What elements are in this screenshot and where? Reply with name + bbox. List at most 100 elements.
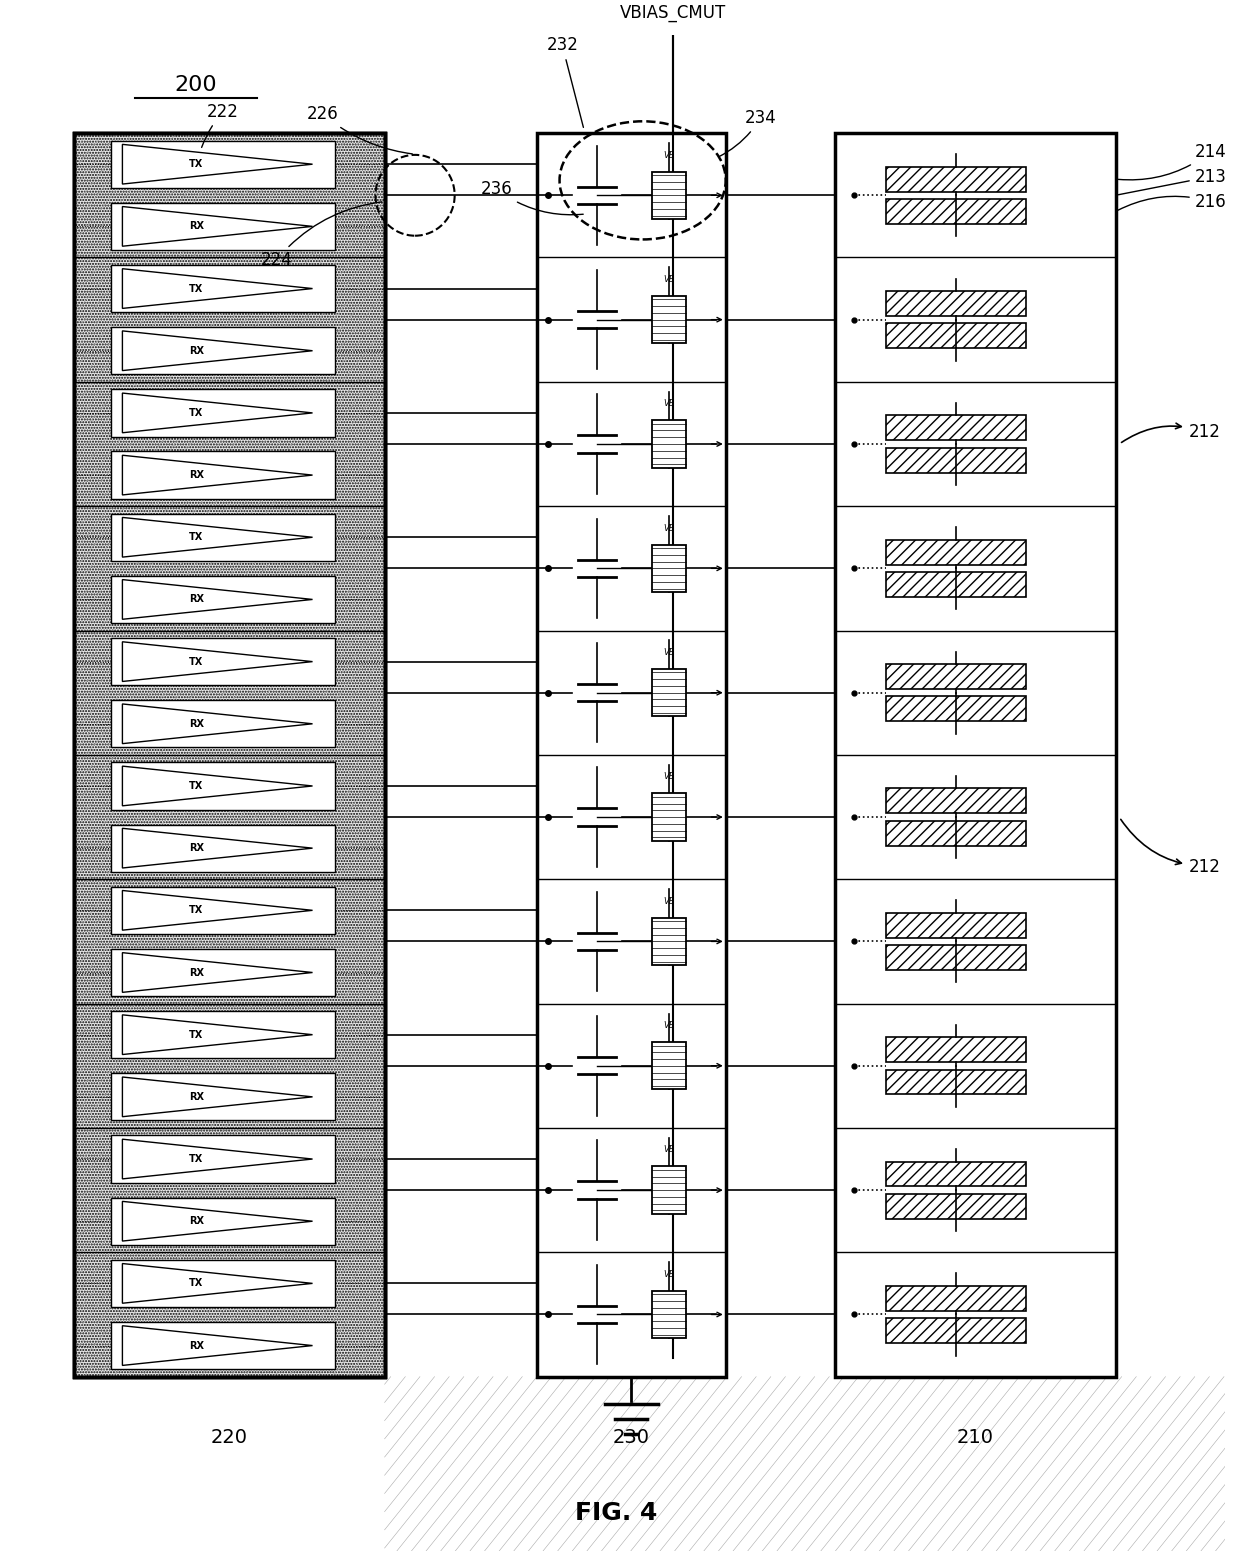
Bar bbox=[112, 140, 335, 189]
Text: 222: 222 bbox=[202, 103, 239, 148]
Text: RX: RX bbox=[188, 1092, 203, 1102]
Bar bbox=[74, 132, 384, 1377]
Bar bbox=[885, 1193, 1025, 1218]
Bar bbox=[885, 199, 1025, 224]
Text: 212: 212 bbox=[1121, 422, 1220, 442]
Text: RX: RX bbox=[188, 471, 203, 480]
Polygon shape bbox=[123, 829, 312, 868]
Bar bbox=[112, 700, 335, 748]
Text: RX: RX bbox=[188, 346, 203, 355]
Bar bbox=[885, 821, 1025, 846]
Text: TX: TX bbox=[188, 656, 203, 667]
Bar bbox=[652, 171, 686, 220]
Text: 224: 224 bbox=[260, 203, 382, 270]
Text: 226: 226 bbox=[308, 106, 413, 154]
Text: RX: RX bbox=[188, 1217, 203, 1226]
Bar bbox=[112, 762, 335, 810]
Text: RX: RX bbox=[188, 843, 203, 854]
Text: VB: VB bbox=[663, 274, 675, 284]
Bar bbox=[885, 1069, 1025, 1094]
Polygon shape bbox=[123, 455, 312, 495]
Text: 200: 200 bbox=[175, 75, 217, 95]
Bar bbox=[74, 132, 384, 1377]
Polygon shape bbox=[123, 952, 312, 992]
Bar bbox=[885, 696, 1025, 721]
Bar bbox=[112, 514, 335, 561]
Bar bbox=[112, 1073, 335, 1120]
Text: VB: VB bbox=[663, 151, 675, 159]
Text: TX: TX bbox=[188, 284, 203, 293]
Text: TX: TX bbox=[188, 1030, 203, 1039]
Bar bbox=[652, 793, 686, 841]
Bar bbox=[112, 327, 335, 374]
Text: VB: VB bbox=[663, 897, 675, 905]
Bar bbox=[112, 949, 335, 996]
Polygon shape bbox=[123, 704, 312, 743]
Bar bbox=[112, 637, 335, 686]
Polygon shape bbox=[123, 891, 312, 930]
Bar bbox=[885, 416, 1025, 441]
Polygon shape bbox=[123, 1264, 312, 1302]
Polygon shape bbox=[123, 268, 312, 308]
Bar bbox=[74, 132, 384, 1377]
Bar bbox=[652, 918, 686, 964]
Bar bbox=[112, 1198, 335, 1245]
Bar bbox=[885, 946, 1025, 971]
Polygon shape bbox=[123, 767, 312, 805]
Bar bbox=[652, 668, 686, 717]
Polygon shape bbox=[123, 330, 312, 371]
Text: 232: 232 bbox=[547, 36, 583, 128]
Bar bbox=[652, 545, 686, 592]
Bar bbox=[652, 1292, 686, 1338]
Text: 234: 234 bbox=[719, 109, 776, 157]
Bar bbox=[885, 913, 1025, 938]
Text: VBIAS_CMUT: VBIAS_CMUT bbox=[620, 5, 725, 22]
Text: TX: TX bbox=[188, 159, 203, 170]
Text: TX: TX bbox=[188, 408, 203, 418]
Polygon shape bbox=[123, 580, 312, 619]
Bar bbox=[112, 576, 335, 623]
Bar bbox=[112, 452, 335, 499]
Bar bbox=[112, 203, 335, 249]
Bar bbox=[652, 296, 686, 343]
Polygon shape bbox=[123, 1139, 312, 1179]
Text: TX: TX bbox=[188, 781, 203, 791]
Text: 236: 236 bbox=[481, 181, 583, 215]
Text: 214: 214 bbox=[1118, 143, 1226, 179]
Polygon shape bbox=[123, 145, 312, 184]
Bar bbox=[112, 390, 335, 436]
Bar bbox=[885, 664, 1025, 689]
Bar bbox=[885, 1038, 1025, 1063]
Text: 210: 210 bbox=[957, 1427, 994, 1447]
Text: VB: VB bbox=[663, 773, 675, 781]
Text: 213: 213 bbox=[1118, 168, 1226, 195]
Polygon shape bbox=[123, 1077, 312, 1117]
Text: VB: VB bbox=[663, 399, 675, 408]
Text: FIG. 4: FIG. 4 bbox=[575, 1502, 657, 1525]
Text: 212: 212 bbox=[1121, 820, 1220, 876]
Polygon shape bbox=[123, 207, 312, 246]
Bar bbox=[836, 132, 1116, 1377]
Bar bbox=[652, 1042, 686, 1089]
Text: TX: TX bbox=[188, 1279, 203, 1288]
Text: VB: VB bbox=[663, 523, 675, 533]
Polygon shape bbox=[123, 1014, 312, 1055]
Polygon shape bbox=[123, 517, 312, 558]
Text: VB: VB bbox=[663, 1020, 675, 1030]
Bar bbox=[112, 887, 335, 933]
Text: TX: TX bbox=[188, 533, 203, 542]
Bar bbox=[885, 447, 1025, 472]
Bar bbox=[885, 539, 1025, 564]
Bar bbox=[112, 824, 335, 872]
Text: RX: RX bbox=[188, 221, 203, 232]
Text: VB: VB bbox=[663, 648, 675, 657]
Text: VB: VB bbox=[663, 1270, 675, 1279]
Bar bbox=[652, 421, 686, 467]
Bar bbox=[885, 572, 1025, 597]
Bar bbox=[112, 1011, 335, 1058]
Bar bbox=[652, 1167, 686, 1214]
Text: 216: 216 bbox=[1118, 193, 1226, 210]
Text: 220: 220 bbox=[211, 1427, 248, 1447]
Bar bbox=[885, 1318, 1025, 1343]
Polygon shape bbox=[123, 642, 312, 681]
